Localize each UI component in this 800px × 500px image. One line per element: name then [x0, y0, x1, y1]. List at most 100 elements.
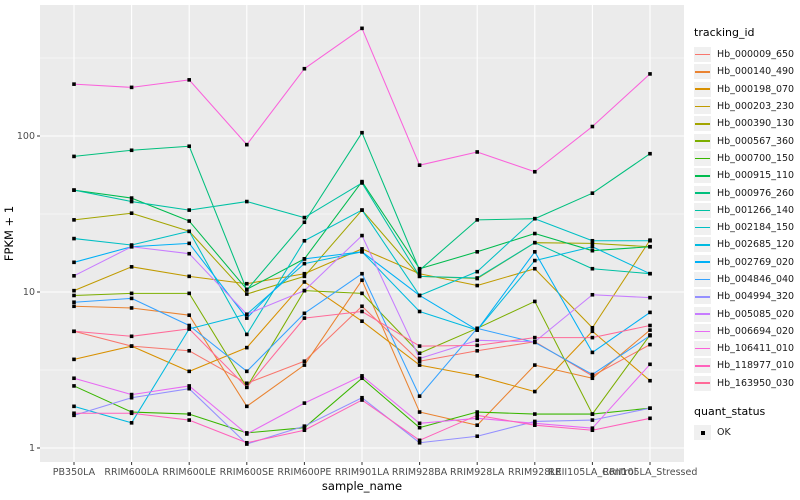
data-point	[417, 351, 422, 356]
legend-item: Hb_002184_150	[694, 219, 798, 236]
black-square-marker-icon	[700, 430, 705, 435]
data-point	[129, 265, 134, 269]
data-point	[475, 348, 479, 353]
data-point	[360, 291, 364, 296]
legend-item: Hb_000567_360	[694, 132, 798, 149]
data-point	[129, 291, 134, 296]
data-point	[417, 363, 422, 367]
quant-legend-label: OK	[717, 427, 731, 439]
legend-label: Hb_005085_020	[717, 308, 795, 320]
legend-color-line	[695, 382, 710, 385]
legend-item: Hb_006694_020	[694, 323, 798, 340]
legend-color-line	[695, 313, 710, 315]
legend-item: Hb_000700_150	[694, 150, 798, 167]
legend-key-Hb_002769_020	[694, 254, 711, 270]
data-point	[475, 343, 479, 348]
legend-item: Hb_000198_070	[694, 81, 798, 98]
data-point	[590, 412, 595, 416]
data-point	[129, 196, 134, 200]
data-point	[302, 274, 307, 279]
data-point	[648, 271, 652, 276]
data-point	[72, 413, 76, 418]
legend-label: Hb_000009_650	[717, 49, 795, 61]
x-tick-label: PB350LA	[53, 467, 96, 478]
data-point	[302, 215, 307, 220]
data-point	[417, 438, 422, 443]
data-point	[72, 411, 76, 416]
data-point	[533, 419, 537, 424]
data-point	[475, 283, 479, 288]
x-tick-label: RRIM600PE	[277, 467, 331, 478]
data-point	[533, 335, 537, 340]
data-point	[72, 274, 76, 278]
legend-key-Hb_000009_650	[694, 47, 711, 63]
data-point	[475, 150, 479, 154]
data-point	[302, 280, 307, 284]
quant-legend-title: quant_status	[694, 404, 766, 418]
data-point	[648, 238, 652, 243]
data-point	[72, 376, 76, 381]
data-point	[648, 310, 652, 315]
legend-item: Hb_000140_490	[694, 63, 798, 80]
data-point	[648, 416, 652, 421]
data-point	[72, 188, 76, 192]
legend-color-line	[695, 244, 710, 246]
data-point	[590, 266, 595, 271]
legend-key-Hb_163950_030	[694, 375, 711, 391]
legend-label: Hb_000567_360	[717, 135, 795, 147]
data-point	[245, 281, 249, 286]
data-point	[302, 316, 307, 320]
legend-color-line	[695, 71, 710, 73]
data-point	[533, 231, 537, 236]
legend-item: Hb_002685_120	[694, 236, 798, 253]
data-point	[360, 250, 364, 254]
data-point	[72, 260, 76, 265]
data-point	[648, 151, 652, 156]
data-point	[129, 411, 134, 416]
legend-key-Hb_118977_010	[694, 358, 711, 374]
data-point	[302, 66, 307, 71]
data-point	[245, 142, 249, 147]
legend-key-Hb_000203_230	[694, 99, 711, 115]
data-point	[245, 199, 249, 204]
data-point	[302, 220, 307, 225]
legend-item: Hb_000976_260	[694, 184, 798, 201]
data-point	[533, 169, 537, 174]
data-point	[302, 311, 307, 316]
data-point	[187, 323, 191, 328]
data-point	[302, 363, 307, 367]
data-point	[360, 130, 364, 135]
data-point	[533, 423, 537, 428]
data-point	[590, 350, 595, 355]
data-point	[417, 440, 422, 445]
x-tick-label: RRII105LA_Stressed	[603, 467, 698, 478]
data-point	[648, 295, 652, 300]
data-point	[648, 378, 652, 383]
quant-legend-items: OK	[694, 424, 798, 441]
data-point	[72, 154, 76, 159]
data-point	[533, 389, 537, 394]
data-point	[533, 258, 537, 263]
x-tick-label: RRIM600LA	[104, 467, 159, 478]
legend-label: Hb_000915_110	[717, 170, 795, 182]
data-point	[360, 233, 364, 238]
legend-color-line	[695, 192, 710, 194]
data-point	[72, 218, 76, 222]
data-point	[187, 327, 191, 331]
legend-label: Hb_002184_150	[717, 222, 795, 234]
data-point	[302, 359, 307, 364]
legend-key-Hb_001266_140	[694, 202, 711, 218]
legend-item: Hb_000390_130	[694, 115, 798, 132]
legend-item: Hb_118977_010	[694, 357, 798, 374]
data-point	[245, 385, 249, 390]
legend-label: Hb_000140_490	[717, 66, 795, 78]
data-point	[360, 208, 364, 212]
data-point	[187, 386, 191, 391]
legend-key-Hb_002184_150	[694, 220, 711, 236]
data-point	[187, 291, 191, 296]
data-point	[72, 293, 76, 298]
data-point	[187, 384, 191, 388]
legend-key-Hb_000198_070	[694, 81, 711, 97]
legend-key-Hb_000140_490	[694, 64, 711, 80]
